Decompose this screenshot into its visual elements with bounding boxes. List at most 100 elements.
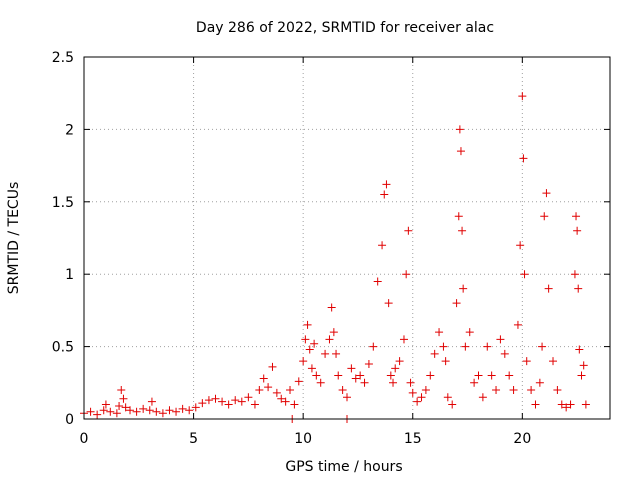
data-point — [570, 270, 579, 279]
data-point — [185, 406, 194, 415]
data-point — [402, 270, 411, 279]
x-tick-label: 10 — [294, 431, 312, 447]
data-point — [301, 335, 310, 344]
data-point — [378, 241, 387, 250]
data-point — [404, 226, 413, 235]
data-point — [421, 386, 430, 395]
data-point — [316, 378, 325, 387]
data-point — [244, 393, 253, 402]
y-tick-label: 2 — [65, 122, 74, 138]
data-point — [126, 406, 135, 415]
data-point — [332, 349, 341, 358]
y-axis-title: SRMTID / TECUs — [6, 182, 22, 295]
data-point — [268, 362, 277, 371]
data-point — [264, 383, 273, 392]
data-point — [255, 386, 264, 395]
data-point — [535, 378, 544, 387]
data-point — [305, 345, 314, 354]
data-point — [351, 374, 360, 383]
data-point — [520, 270, 529, 279]
data-point — [325, 335, 334, 344]
data-point — [312, 371, 321, 380]
data-point — [218, 397, 227, 406]
data-point — [549, 357, 558, 366]
data-point — [231, 396, 240, 405]
data-point — [581, 400, 590, 409]
data-point — [165, 406, 174, 415]
data-point — [579, 361, 588, 370]
data-point — [459, 284, 468, 293]
data-point — [384, 299, 393, 308]
data-point — [347, 364, 356, 373]
data-point — [518, 92, 527, 101]
data-point — [178, 404, 187, 413]
data-point — [99, 406, 108, 415]
data-point — [281, 397, 290, 406]
data-point — [458, 226, 467, 235]
data-point — [93, 410, 102, 419]
data-point — [540, 212, 549, 221]
data-point — [505, 371, 514, 380]
data-point — [575, 345, 584, 354]
data-point — [307, 364, 316, 373]
data-point — [389, 378, 398, 387]
data-point — [112, 409, 121, 418]
data-point — [470, 378, 479, 387]
data-point — [139, 404, 148, 413]
data-point — [391, 364, 400, 373]
data-point — [334, 371, 343, 380]
data-point — [406, 378, 415, 387]
data-point — [527, 386, 536, 395]
data-point — [426, 371, 435, 380]
data-point — [224, 400, 233, 409]
data-point — [448, 400, 457, 409]
data-point — [443, 393, 452, 402]
data-point — [577, 371, 586, 380]
data-point — [237, 397, 246, 406]
y-tick-label: 2.5 — [52, 50, 74, 66]
data-point — [430, 349, 439, 358]
data-point — [277, 394, 286, 403]
data-point — [439, 342, 448, 351]
data-point — [574, 284, 583, 293]
data-point — [557, 400, 566, 409]
data-point — [117, 386, 126, 395]
data-point — [417, 393, 426, 402]
x-axis-title: GPS time / hours — [285, 459, 402, 475]
chart-title: Day 286 of 2022, SRMTID for receiver ala… — [196, 20, 494, 36]
data-point — [513, 320, 522, 329]
data-point — [356, 371, 365, 380]
data-point — [478, 393, 487, 402]
data-point — [303, 320, 312, 329]
y-tick-label: 1.5 — [52, 195, 74, 211]
data-point — [562, 403, 571, 412]
data-point — [542, 189, 551, 198]
data-point — [250, 400, 259, 409]
data-point — [172, 407, 181, 416]
data-point — [441, 357, 450, 366]
data-point — [573, 226, 582, 235]
data-point — [101, 400, 110, 409]
data-point — [455, 125, 464, 134]
data-point — [364, 359, 373, 368]
data-point — [211, 394, 220, 403]
data-point — [191, 403, 200, 412]
data-point — [121, 403, 130, 412]
data-point — [259, 374, 268, 383]
data-point — [500, 349, 509, 358]
data-point — [399, 335, 408, 344]
data-point — [327, 303, 336, 312]
data-point — [373, 277, 382, 286]
data-point — [290, 400, 299, 409]
data-point — [380, 190, 389, 199]
data-point — [461, 342, 470, 351]
data-point — [119, 394, 128, 403]
data-point — [413, 397, 422, 406]
data-point — [272, 388, 281, 397]
data-point — [132, 407, 141, 416]
data-point — [487, 371, 496, 380]
data-point — [531, 400, 540, 409]
data-point — [456, 147, 465, 156]
plot-frame — [83, 56, 611, 420]
